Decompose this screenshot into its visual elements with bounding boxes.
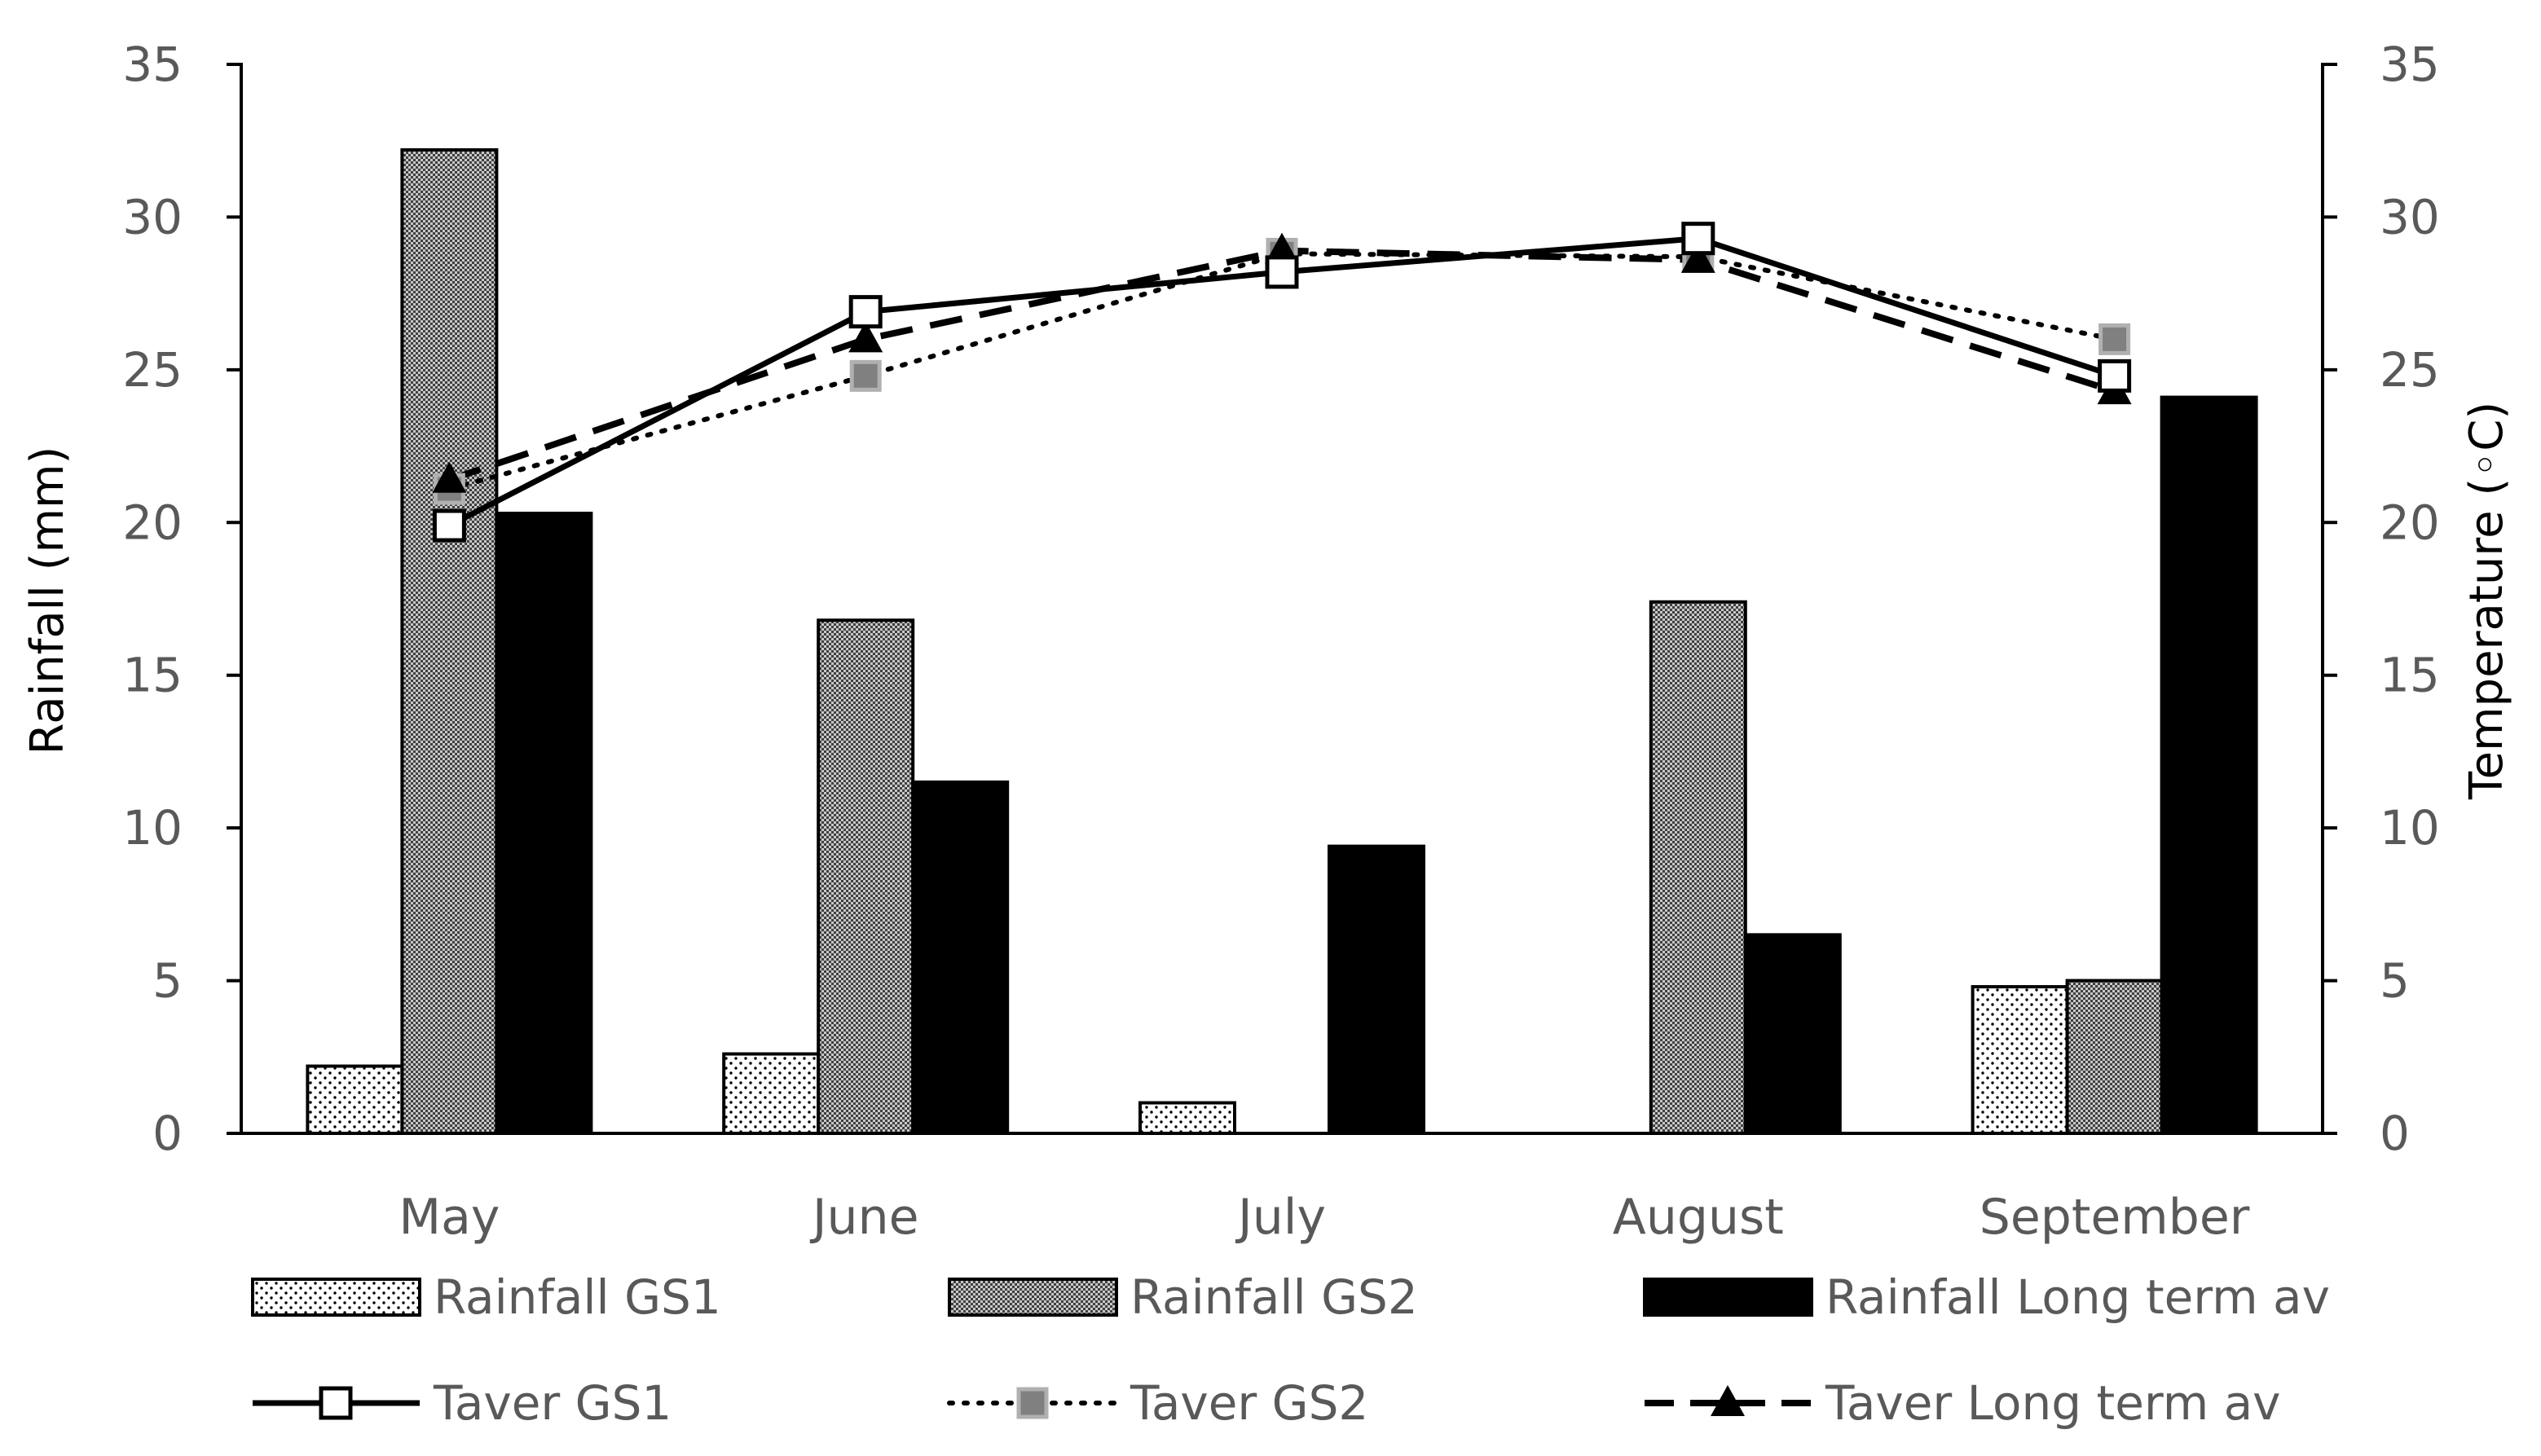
legend-label-bar-1: Rainfall GS1: [434, 1269, 721, 1325]
bar-1-july: [1138, 1101, 1236, 1135]
y-tick-label: 5: [152, 953, 183, 1009]
bar-1-may: [306, 1064, 404, 1135]
legend-swatch-1: [251, 1278, 421, 1317]
y-tick-label: 10: [122, 800, 183, 856]
x-tick-label-august: August: [1613, 1189, 1784, 1246]
line-2-point-june: [849, 359, 882, 392]
bar-2-june: [817, 618, 915, 1135]
legend-marker-2: [1016, 1387, 1049, 1419]
legend-marker-3: [1711, 1385, 1745, 1416]
y2-tick-label: 30: [2380, 189, 2440, 244]
y2-tick-label: 35: [2380, 37, 2440, 92]
x-tick-label-september: September: [1980, 1189, 2250, 1246]
legend-label-bar-2: Rainfall GS2: [1130, 1269, 1418, 1325]
y-axis-title: Rainfall (mm): [21, 446, 74, 755]
line-1-point-september: [2098, 359, 2132, 393]
x-tick-label-july: July: [1235, 1189, 1326, 1246]
y-tick-label: 25: [122, 342, 183, 398]
y-tick-label: 20: [122, 495, 183, 550]
y2-tick-label: 10: [2380, 800, 2440, 856]
line-series-2: [447, 251, 2117, 492]
bar-3-may: [495, 512, 593, 1135]
y2-tick-label: 5: [2380, 953, 2410, 1009]
axes-layer: [227, 63, 2337, 1135]
bar-3-september: [2160, 395, 2258, 1135]
line-1-point-may: [432, 508, 466, 543]
y-tick-label: 0: [152, 1106, 183, 1161]
x-tick-label-may: May: [399, 1189, 500, 1246]
line-1-point-july: [1265, 255, 1299, 289]
line-3-point-august: [1680, 241, 1715, 273]
legend-label-bar-3: Rainfall Long term av: [1825, 1269, 2330, 1325]
bars-layer: [306, 147, 2258, 1136]
bar-1-june: [722, 1052, 821, 1135]
x-tick-label-june: June: [809, 1189, 919, 1246]
legend: Rainfall GS1 Rainfall GS2 Rainfall Long te…: [251, 1269, 2330, 1431]
legend-swatch-3: [1643, 1278, 1813, 1317]
bar-3-july: [1328, 844, 1425, 1135]
tick-labels-layer: 0 5 10 15 20 25 30 35 0 5 10 15 20 25 30 35 May June July A…: [122, 37, 2440, 1246]
bar-3-june: [911, 780, 1010, 1136]
bar-3-august: [1743, 933, 1842, 1136]
lines-layer: [432, 222, 2132, 543]
y2-axis-title: Temperature (◦C): [2460, 402, 2513, 800]
y2-tick-label: 15: [2380, 648, 2440, 703]
y2-tick-label: 25: [2380, 342, 2440, 398]
legend-label-line-2: Taver GS2: [1130, 1375, 1368, 1431]
line-2-point-september: [2098, 323, 2131, 355]
bar-2-august: [1649, 600, 1747, 1135]
line-1-point-august: [1681, 222, 1715, 256]
legend-label-line-1: Taver GS1: [433, 1375, 672, 1431]
line-3-point-may: [432, 461, 467, 493]
legend-swatch-2: [948, 1278, 1118, 1317]
y2-tick-label: 0: [2380, 1106, 2410, 1161]
bar-1-september: [1971, 985, 2069, 1136]
bar-2-may: [400, 147, 499, 1136]
legend-marker-1: [319, 1386, 353, 1420]
line-3-point-june: [848, 321, 883, 353]
y-tick-label: 15: [122, 648, 183, 703]
y-tick-label: 35: [122, 37, 183, 92]
line-1-point-june: [848, 295, 883, 329]
y-tick-label: 30: [122, 189, 183, 244]
y2-tick-label: 20: [2380, 495, 2440, 550]
bar-2-september: [2065, 979, 2164, 1135]
legend-label-line-3: Taver Long term av: [1825, 1375, 2281, 1431]
